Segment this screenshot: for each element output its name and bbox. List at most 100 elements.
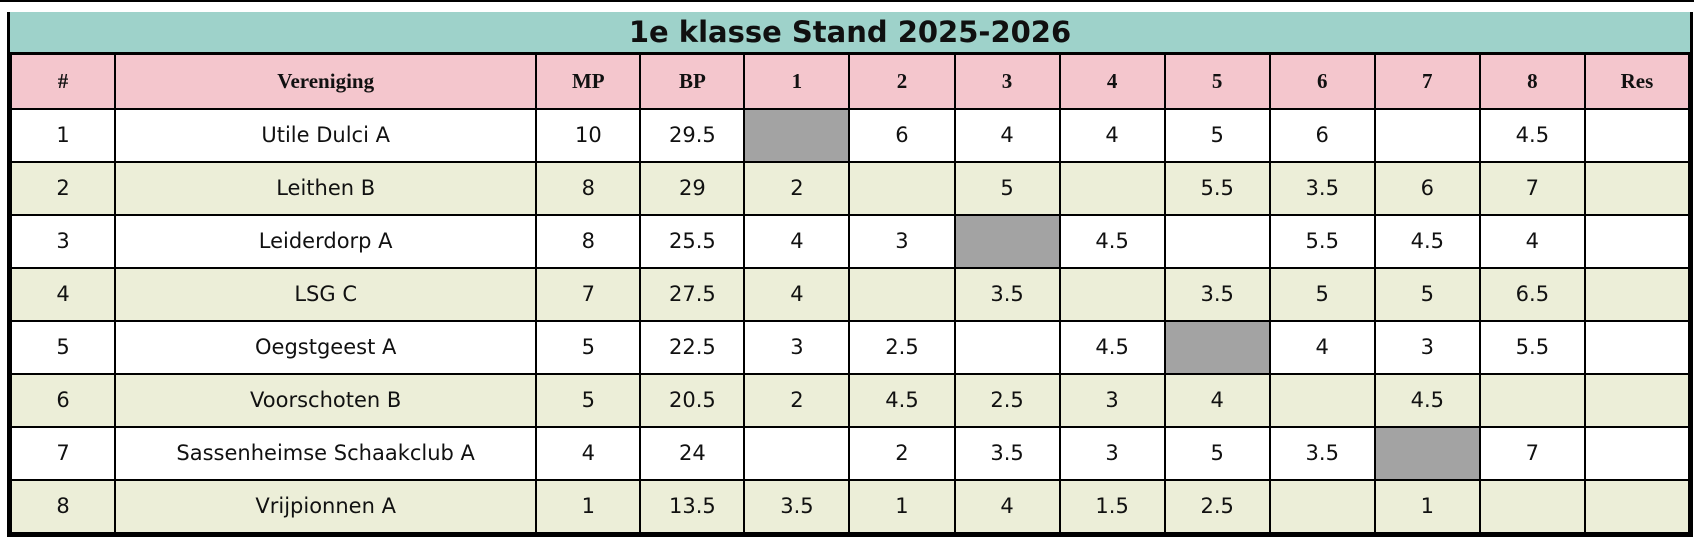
rank-cell: 4 [9, 266, 117, 322]
res-cell [1583, 319, 1691, 375]
result-cell: 4 [953, 107, 1061, 163]
result-cell: 2 [743, 372, 851, 428]
result-cell: 6.5 [1478, 266, 1586, 322]
result-cell: 4.5 [1058, 319, 1166, 375]
self-match-cell [1268, 372, 1376, 428]
mp-cell: 10 [535, 107, 642, 163]
result-cell [1478, 372, 1586, 428]
table-row: 5 Oegstgeest A 5 22.5 3 2.5 4.5 4 3 5.5 [9, 319, 1691, 375]
team-cell: Utile Dulci A [114, 107, 538, 163]
self-match-cell [743, 107, 851, 163]
result-cell: 5 [1268, 266, 1376, 322]
result-cell: 3 [848, 213, 956, 269]
column-header-rank: # [9, 52, 117, 110]
column-header-mp: MP [535, 52, 642, 110]
result-cell: 3 [1058, 372, 1166, 428]
result-cell: 2.5 [953, 372, 1061, 428]
bp-cell: 22.5 [639, 319, 746, 375]
res-cell [1583, 372, 1691, 428]
result-cell: 4.5 [1478, 107, 1586, 163]
column-header-res: Res [1583, 52, 1691, 110]
bp-cell: 13.5 [639, 478, 746, 534]
result-cell: 4.5 [848, 372, 956, 428]
bp-cell: 29 [639, 160, 746, 216]
result-cell [1268, 478, 1376, 534]
mp-cell: 4 [535, 425, 642, 481]
rank-cell: 7 [9, 425, 117, 481]
result-cell: 2.5 [848, 319, 956, 375]
result-cell: 3.5 [1268, 160, 1376, 216]
result-cell: 5 [1163, 107, 1271, 163]
standings-table: # Vereniging MP BP 1 2 3 4 5 6 7 8 Res 1 Utile Dulci … [9, 52, 1691, 534]
result-cell: 4 [1268, 319, 1376, 375]
res-cell [1583, 160, 1691, 216]
column-header-8: 8 [1478, 52, 1586, 110]
team-cell: Vrijpionnen A [114, 478, 538, 534]
mp-cell: 7 [535, 266, 642, 322]
result-cell: 5 [1163, 425, 1271, 481]
self-match-cell [848, 160, 956, 216]
result-cell: 3 [1058, 425, 1166, 481]
res-cell [1583, 478, 1691, 534]
rank-cell: 3 [9, 213, 117, 269]
team-cell: Leiderdorp A [114, 213, 538, 269]
result-cell [848, 266, 956, 322]
table-row: 1 Utile Dulci A 10 29.5 6 4 4 5 6 4.5 [9, 107, 1691, 163]
result-cell: 4 [1163, 372, 1271, 428]
table-row: 3 Leiderdorp A 8 25.5 4 3 4.5 5.5 4.5 4 [9, 213, 1691, 269]
result-cell: 5.5 [1163, 160, 1271, 216]
self-match-cell [1058, 266, 1166, 322]
result-cell: 1 [1373, 478, 1481, 534]
column-header-1: 1 [743, 52, 851, 110]
result-cell: 7 [1478, 425, 1586, 481]
table-title: 1e klasse Stand 2025-2026 [10, 12, 1690, 52]
mp-cell: 8 [535, 160, 642, 216]
self-match-cell [1478, 478, 1586, 534]
result-cell: 4 [953, 478, 1061, 534]
column-header-3: 3 [953, 52, 1061, 110]
mp-cell: 1 [535, 478, 642, 534]
self-match-cell [953, 213, 1061, 269]
result-cell: 6 [1373, 160, 1481, 216]
result-cell [953, 319, 1061, 375]
rank-cell: 8 [9, 478, 117, 534]
result-cell: 5 [1373, 266, 1481, 322]
mp-cell: 8 [535, 213, 642, 269]
top-border-line [0, 0, 1694, 2]
team-cell: Voorschoten B [114, 372, 538, 428]
result-cell: 3.5 [953, 425, 1061, 481]
rank-cell: 5 [9, 319, 117, 375]
res-cell [1583, 266, 1691, 322]
result-cell: 5.5 [1268, 213, 1376, 269]
result-cell [1163, 213, 1271, 269]
team-cell: Oegstgeest A [114, 319, 538, 375]
result-cell: 5.5 [1478, 319, 1586, 375]
result-cell: 4.5 [1373, 372, 1481, 428]
result-cell: 4.5 [1058, 213, 1166, 269]
rank-cell: 1 [9, 107, 117, 163]
result-cell: 6 [848, 107, 956, 163]
res-cell [1583, 107, 1691, 163]
res-cell [1583, 425, 1691, 481]
result-cell: 6 [1268, 107, 1376, 163]
result-cell: 1.5 [1058, 478, 1166, 534]
column-header-5: 5 [1163, 52, 1271, 110]
rank-cell: 2 [9, 160, 117, 216]
bp-cell: 24 [639, 425, 746, 481]
result-cell: 3 [743, 319, 851, 375]
result-cell [1058, 160, 1166, 216]
result-cell [743, 425, 851, 481]
column-header-4: 4 [1058, 52, 1166, 110]
result-cell: 2 [848, 425, 956, 481]
bp-cell: 29.5 [639, 107, 746, 163]
table-row: 7 Sassenheimse Schaakclub A 4 24 2 3.5 3 5 3.5 7 [9, 425, 1691, 481]
team-cell: Sassenheimse Schaakclub A [114, 425, 538, 481]
column-header-7: 7 [1373, 52, 1481, 110]
team-cell: LSG C [114, 266, 538, 322]
result-cell: 4 [1058, 107, 1166, 163]
result-cell: 3.5 [1163, 266, 1271, 322]
bp-cell: 27.5 [639, 266, 746, 322]
column-header-6: 6 [1268, 52, 1376, 110]
mp-cell: 5 [535, 319, 642, 375]
